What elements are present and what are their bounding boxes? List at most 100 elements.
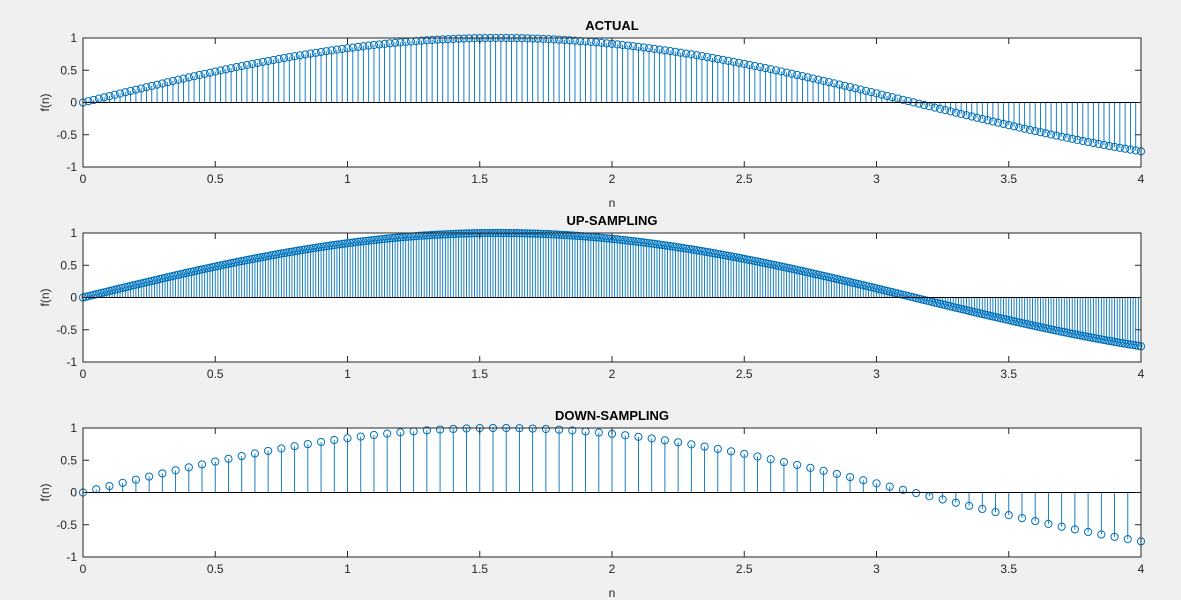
data-point — [914, 99, 923, 108]
data-point — [179, 74, 188, 83]
data-point — [1046, 130, 1056, 139]
data-point — [430, 230, 439, 239]
data-point — [338, 44, 347, 54]
data-point — [301, 50, 310, 59]
data-point — [724, 56, 733, 65]
stem-lines — [95, 428, 1142, 542]
data-point — [301, 245, 310, 254]
x-tick-label: 1 — [344, 367, 351, 381]
data-point — [647, 239, 656, 248]
x-tick-label: 0 — [80, 367, 87, 381]
data-point — [713, 54, 722, 64]
data-point — [343, 44, 352, 53]
data-point — [631, 237, 640, 246]
data-point — [174, 75, 183, 84]
data-point — [1121, 144, 1130, 153]
data-point — [599, 233, 609, 243]
data-point — [935, 104, 945, 113]
data-point — [84, 97, 93, 106]
data-point — [131, 475, 140, 484]
data-point — [412, 231, 421, 241]
data-point — [277, 444, 286, 453]
y-tick-label: 0.5 — [60, 63, 77, 77]
data-point — [687, 50, 696, 59]
data-point — [650, 239, 659, 248]
data-point — [311, 48, 320, 57]
data-point — [618, 40, 627, 50]
x-tick-label: 3 — [873, 172, 880, 186]
y-tick-label: 1 — [70, 226, 77, 240]
data-point — [253, 58, 262, 68]
x-tick-label: 1 — [344, 172, 351, 186]
data-point — [994, 118, 1003, 127]
data-point — [142, 83, 151, 92]
data-point — [793, 460, 802, 470]
data-point — [459, 229, 468, 238]
data-point — [898, 95, 908, 104]
data-point — [528, 424, 537, 433]
y-tick-label: -1 — [66, 550, 77, 564]
data-point — [560, 35, 569, 45]
data-point — [674, 243, 683, 252]
data-point — [613, 235, 622, 244]
data-point — [845, 472, 855, 482]
data-point — [115, 89, 125, 98]
data-point — [946, 107, 955, 116]
data-point — [279, 53, 289, 63]
y-tick-label: -0.5 — [56, 128, 77, 142]
data-point — [269, 55, 278, 65]
data-point — [433, 35, 442, 44]
data-point — [629, 42, 638, 51]
data-point — [293, 246, 302, 255]
data-point — [433, 230, 442, 239]
data-point — [806, 463, 815, 472]
data-point — [576, 36, 585, 46]
data-point — [1044, 519, 1053, 529]
data-point — [859, 476, 868, 485]
data-point — [316, 242, 326, 252]
data-point — [957, 109, 966, 119]
data-point — [1078, 136, 1087, 146]
data-point — [327, 46, 336, 55]
data-point — [248, 59, 257, 69]
data-point — [1134, 341, 1143, 350]
data-point — [594, 233, 603, 242]
data-point — [708, 248, 717, 258]
data-point — [851, 84, 860, 93]
data-point — [808, 74, 818, 83]
data-point — [671, 242, 680, 252]
data-point — [1004, 511, 1013, 520]
data-point — [779, 457, 789, 467]
x-tick-label: 3 — [873, 562, 880, 576]
x-tick-label: 2.5 — [736, 562, 753, 576]
data-point — [610, 235, 619, 244]
x-tick-label: 0.5 — [207, 172, 224, 186]
data-point — [639, 238, 648, 247]
data-point — [629, 237, 638, 246]
chart-title: DOWN-SAMPLING — [555, 408, 669, 423]
data-point — [322, 242, 331, 251]
data-point — [626, 236, 635, 245]
data-point — [1123, 340, 1132, 349]
data-point — [1115, 143, 1124, 152]
data-point — [623, 236, 632, 245]
data-point — [565, 231, 574, 240]
data-point — [541, 229, 550, 239]
data-point — [700, 442, 709, 451]
data-point — [1057, 132, 1066, 141]
data-point — [756, 62, 765, 72]
data-point — [777, 67, 786, 76]
data-point — [533, 34, 543, 43]
data-point — [152, 80, 162, 89]
data-point — [798, 72, 807, 81]
y-tick-label: 0 — [70, 486, 77, 500]
x-tick-label: 3 — [873, 367, 880, 381]
data-point — [951, 108, 960, 117]
x-tick-label: 2 — [609, 172, 616, 186]
data-point — [1107, 337, 1117, 346]
data-point — [636, 238, 646, 247]
data-point — [314, 243, 323, 252]
data-point — [309, 244, 318, 253]
data-point — [414, 231, 424, 240]
data-point — [380, 39, 389, 48]
